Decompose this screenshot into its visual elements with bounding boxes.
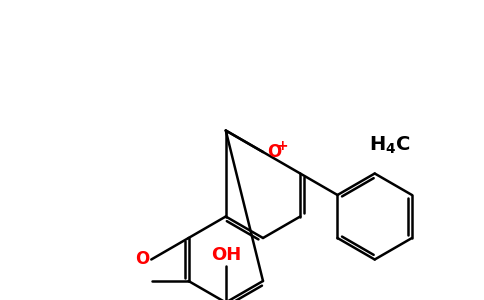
Text: O: O (135, 250, 149, 268)
Text: OH: OH (211, 246, 241, 264)
Text: $\mathbf{H_4C}$: $\mathbf{H_4C}$ (369, 134, 411, 156)
Text: O: O (267, 143, 281, 161)
Text: +: + (277, 139, 288, 153)
